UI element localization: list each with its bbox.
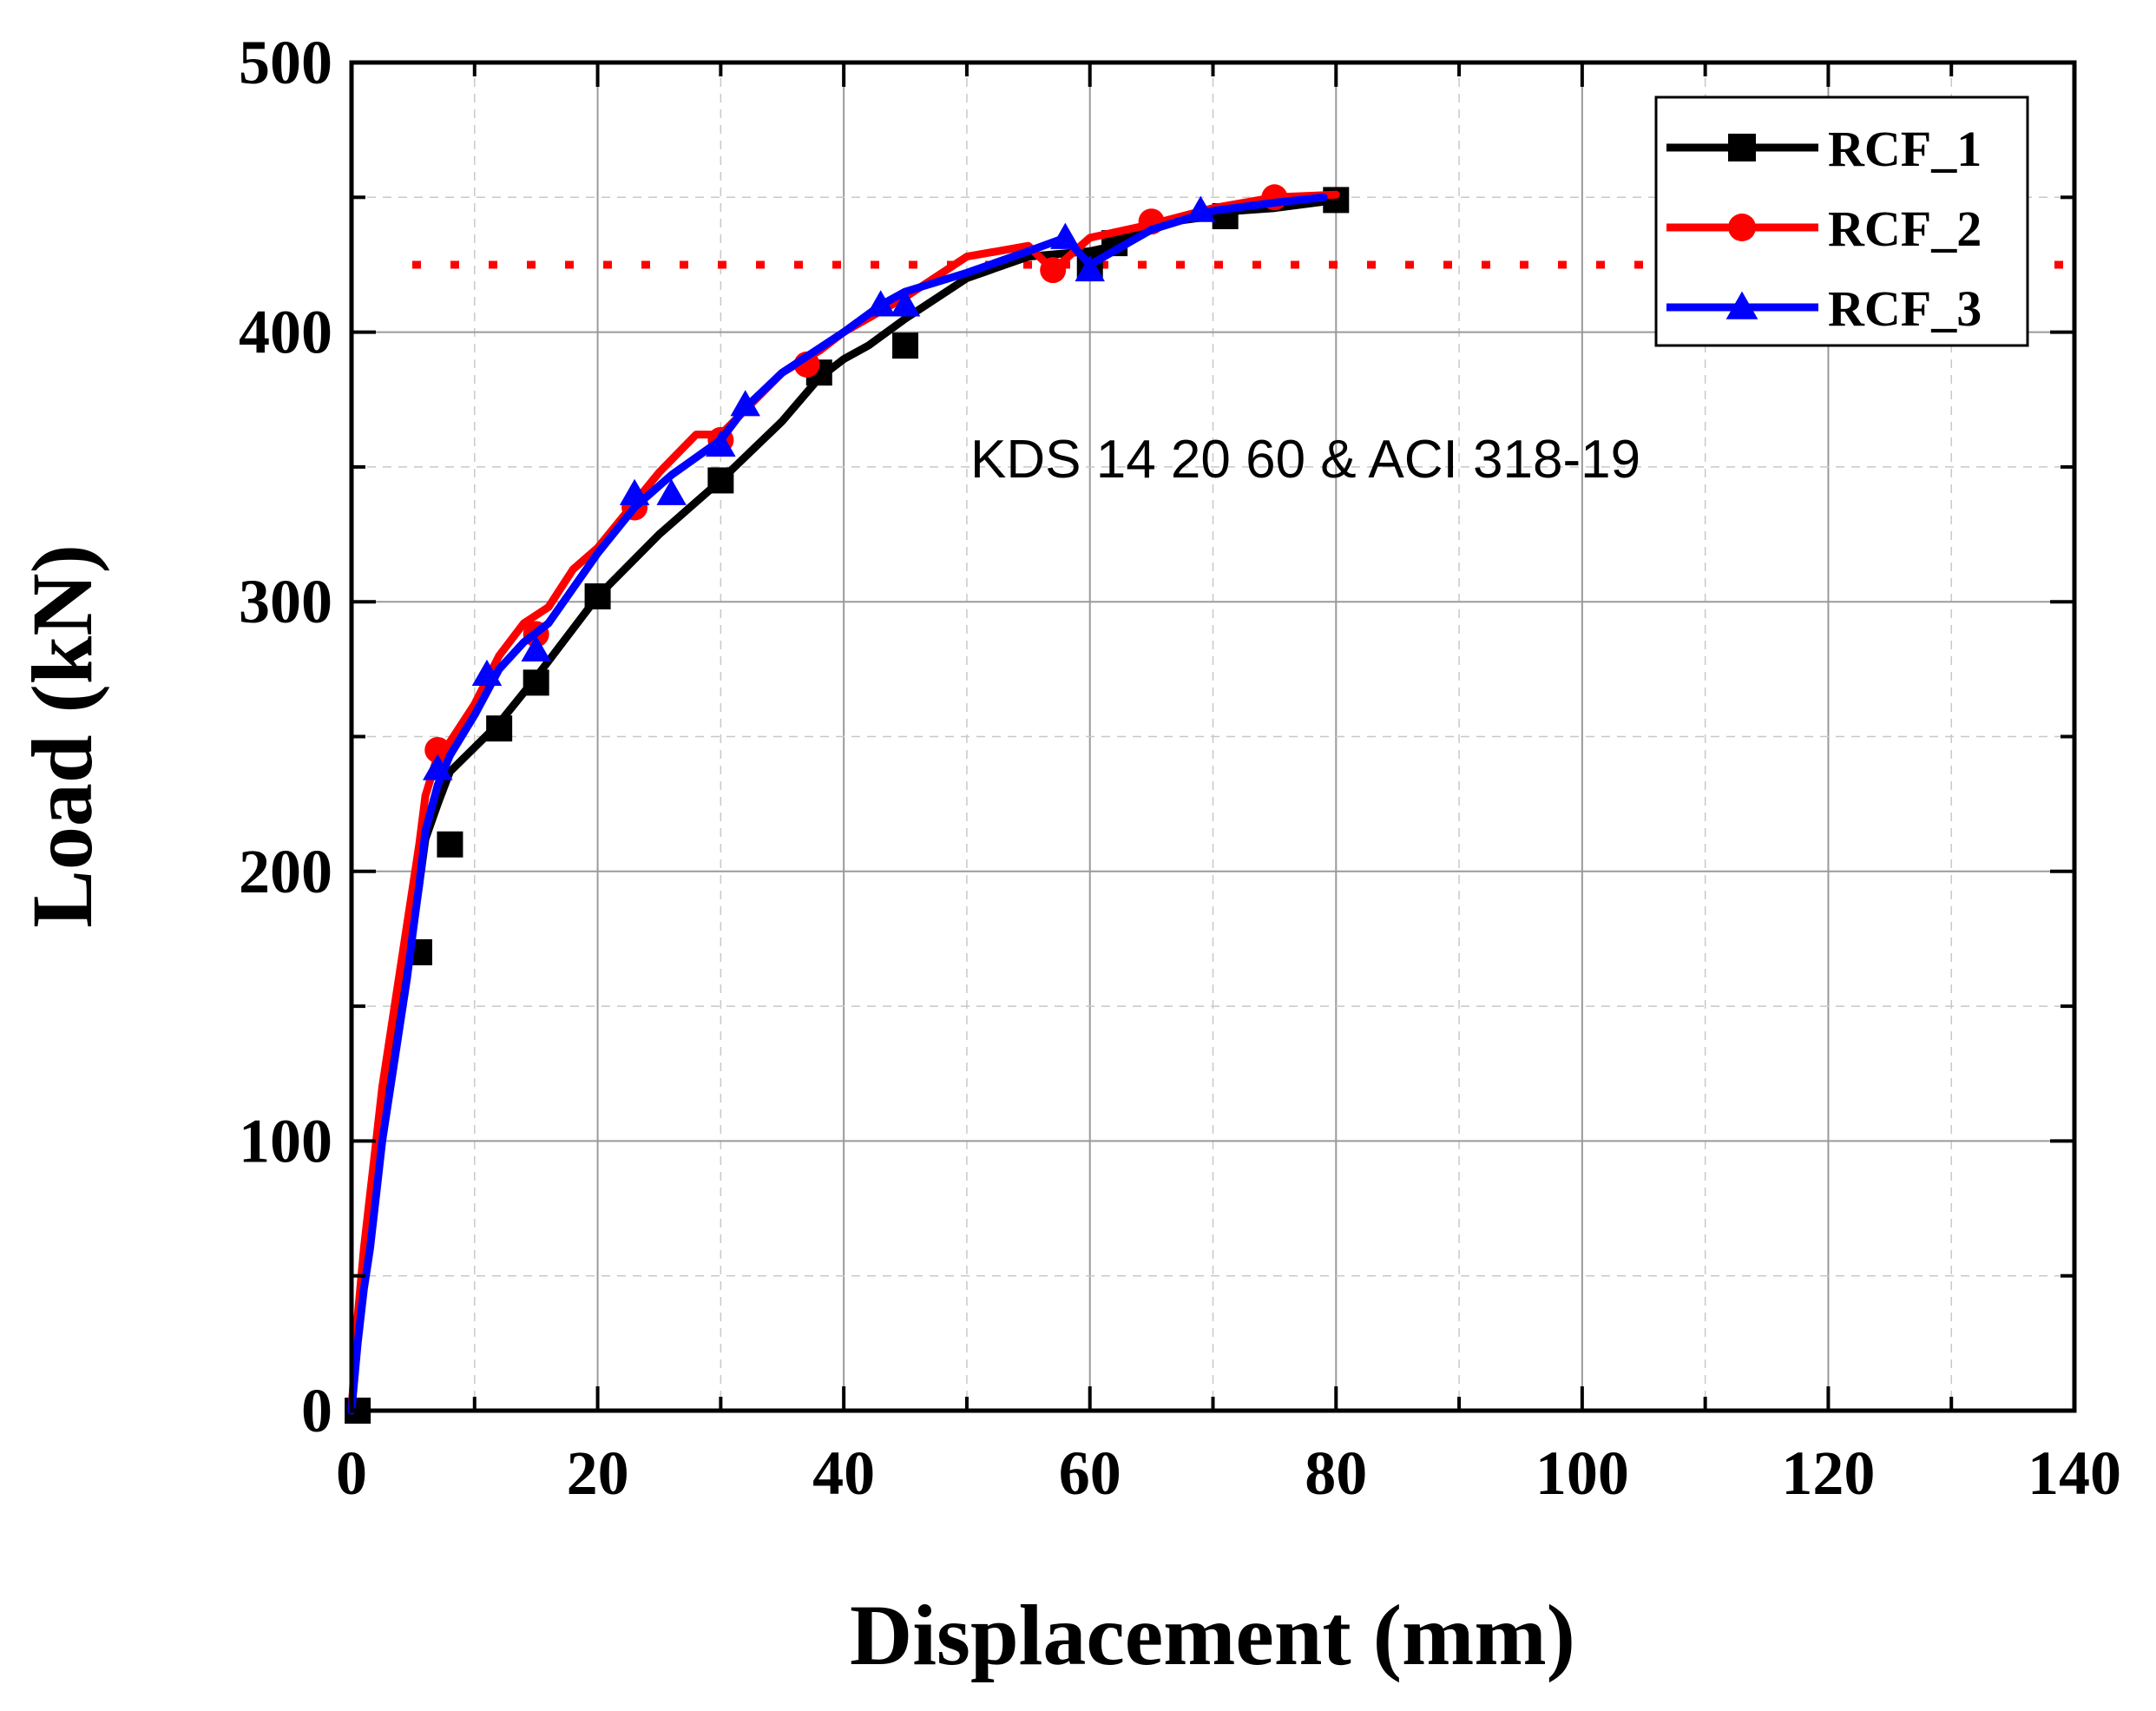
legend-label: RCF_2 — [1828, 201, 1982, 257]
legend-label: RCF_3 — [1828, 280, 1982, 337]
series-marker — [471, 659, 503, 686]
series-marker — [706, 430, 736, 457]
x-tick-labels: 0 20 40 60 80 100 120 140 — [336, 1438, 2121, 1508]
series-marker — [1186, 195, 1216, 222]
series-marker — [865, 290, 896, 317]
y-tick-label: 500 — [239, 28, 332, 97]
y-tick-label: 400 — [239, 298, 332, 367]
series-marker — [1050, 222, 1081, 249]
x-tick-label: 120 — [1781, 1438, 1875, 1508]
x-tick-label: 60 — [1059, 1438, 1121, 1508]
x-tick-label: 100 — [1535, 1438, 1629, 1508]
x-axis-title: Displacement (mm) — [850, 1587, 1575, 1683]
series-marker — [423, 753, 453, 780]
y-tick-label: 300 — [239, 567, 332, 636]
series-marker — [584, 582, 611, 609]
y-tick-label: 100 — [239, 1106, 332, 1175]
series-marker — [656, 478, 687, 505]
axis-ticks — [350, 61, 2076, 1412]
series-marker — [437, 831, 463, 858]
legend: RCF_1 RCF_2 RCF_3 — [1654, 95, 2029, 347]
series-rcf-3 — [347, 193, 1328, 1415]
series-marker — [707, 467, 734, 494]
legend-entry-rcf-1: RCF_1 — [1666, 121, 1982, 177]
series-marker — [619, 478, 650, 505]
legend-marker — [1728, 134, 1756, 161]
series-layer — [345, 184, 1350, 1424]
y-axis-title: Load (kN) — [14, 544, 110, 928]
y-tick-label: 0 — [301, 1376, 332, 1445]
y-tick-label: 200 — [239, 837, 332, 906]
series-marker — [1075, 254, 1105, 282]
legend-entry-rcf-3: RCF_3 — [1666, 280, 1982, 337]
series-marker — [521, 635, 551, 662]
legend-marker — [1725, 291, 1758, 319]
x-tick-label: 140 — [2028, 1438, 2121, 1508]
x-tick-label: 20 — [567, 1438, 629, 1508]
series-marker — [424, 737, 451, 764]
grid-lines — [352, 63, 2074, 1411]
x-tick-label: 0 — [336, 1438, 367, 1508]
x-tick-label: 40 — [812, 1438, 875, 1508]
series-marker — [890, 290, 921, 317]
x-tick-label: 80 — [1305, 1438, 1367, 1508]
series-marker — [486, 715, 513, 742]
y-tick-labels: 0 100 200 300 400 500 — [239, 28, 332, 1445]
series-marker — [1040, 257, 1067, 284]
legend-marker — [1728, 214, 1756, 241]
legend-label: RCF_1 — [1828, 121, 1982, 177]
series-marker — [892, 332, 919, 359]
legend-entry-rcf-2: RCF_2 — [1666, 201, 1982, 257]
series-line — [347, 193, 1328, 1415]
series-marker — [523, 669, 549, 696]
annotation-text: KDS 14 20 60 & ACI 318-19 — [970, 430, 1640, 490]
series-marker — [730, 390, 760, 417]
